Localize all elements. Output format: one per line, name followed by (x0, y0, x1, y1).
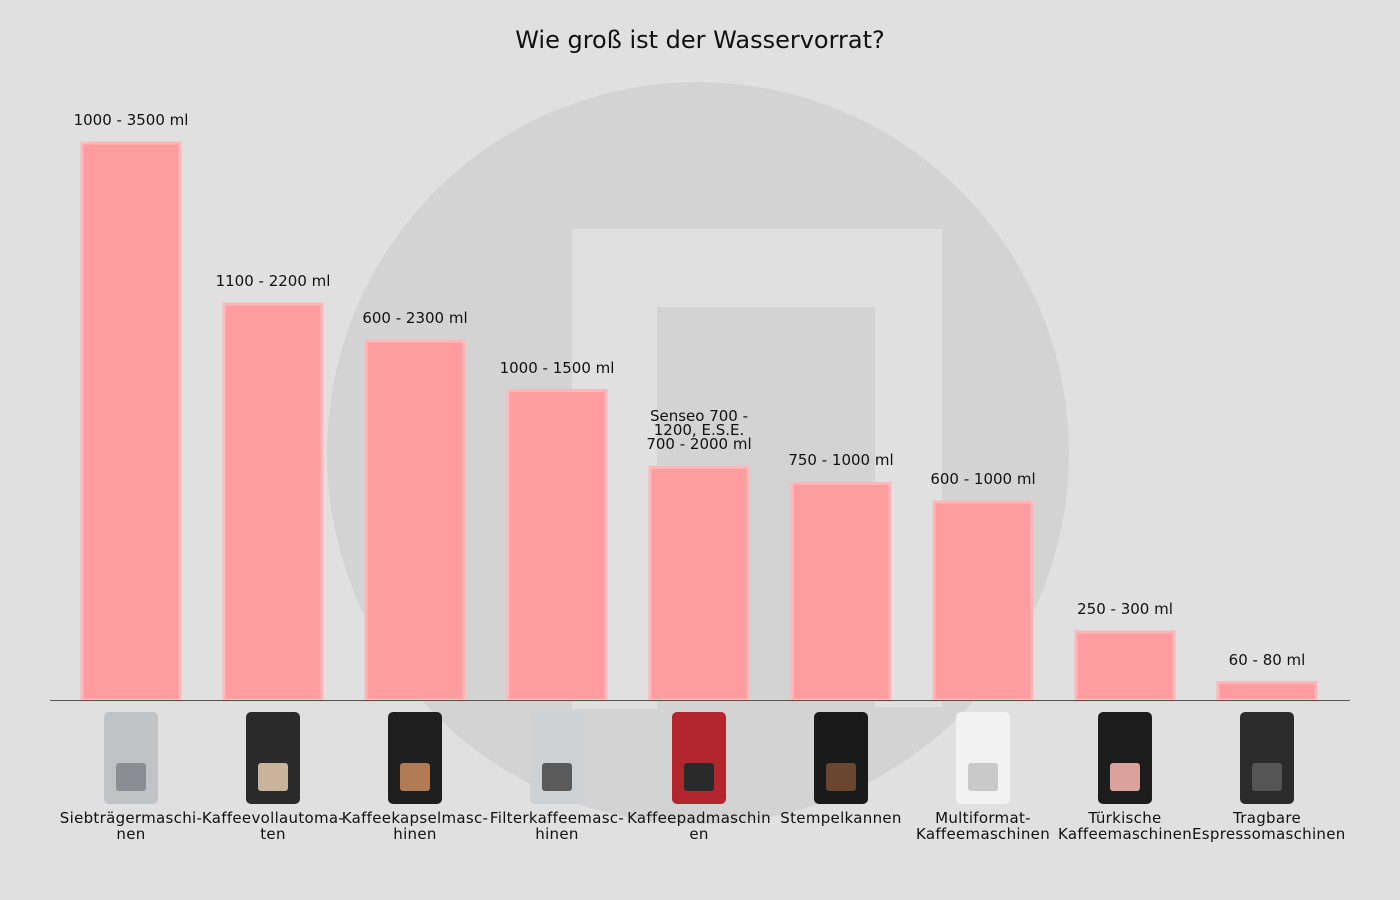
category-label: Türkische Kaffeemaschinen (1050, 810, 1200, 842)
product-image (86, 708, 176, 808)
bar (648, 465, 750, 702)
product-image (654, 708, 744, 808)
category-label: Filterkaffeemasc-hinen (482, 810, 632, 842)
data-label: 60 - 80 ml (1228, 650, 1306, 669)
category-label-line: hinen (535, 825, 579, 843)
category-label-line: Kaffeevollautoma- (201, 809, 345, 827)
product-image (938, 708, 1028, 808)
data-label: Senseo 700 - 1200, E.S.E. 700 - 2000 ml (646, 407, 752, 454)
category-label-line: en (689, 825, 709, 843)
bar (790, 481, 892, 702)
category-label-line: Türkische (1088, 809, 1162, 827)
category-label-line: Kaffeekapselmasc- (341, 809, 489, 827)
category-label-line: Espressomaschinen (1192, 825, 1346, 843)
data-label: 1000 - 3500 ml (73, 111, 189, 129)
category-label-line: Kaffeemaschinen (1057, 825, 1193, 843)
data-label: 1100 - 2200 ml (215, 271, 331, 290)
data-label: 250 - 300 ml (1077, 599, 1173, 618)
bar (364, 339, 466, 702)
bar (1216, 681, 1318, 702)
bar (80, 141, 182, 702)
product-image (228, 708, 318, 808)
product-image (796, 708, 886, 808)
category-label-line: ten (260, 825, 286, 843)
category-label: Stempelkannen (766, 810, 916, 826)
category-label: Kaffeevollautoma-ten (198, 810, 348, 842)
chart-title: Wie groß ist der Wasservorrat? (515, 26, 885, 54)
category-label-line: Kaffeepadmaschin (627, 809, 771, 827)
bar (932, 500, 1034, 702)
category-label-line: Tragbare (1232, 809, 1302, 827)
category-label: Kaffeekapselmasc-hinen (340, 810, 490, 842)
category-label-line: nen (116, 825, 146, 843)
category-label-line: Stempelkannen (780, 809, 902, 827)
category-label-line: Multiformat- (935, 809, 1031, 827)
category-label-line: hinen (393, 825, 437, 843)
category-label: Tragbare Espressomaschinen (1192, 809, 1346, 843)
bar (1074, 630, 1176, 702)
data-label: 600 - 2300 ml (362, 309, 468, 328)
data-label: 1000 - 1500 ml (499, 358, 615, 377)
product-image (1222, 708, 1312, 808)
category-label: Multiformat- Kaffeemaschinen (908, 810, 1058, 842)
data-label: 750 - 1000 ml (788, 451, 894, 470)
product-image (370, 708, 460, 808)
category-label: Kaffeepadmaschin en (624, 810, 774, 842)
category-label-line: Siebträgermaschi- (59, 809, 203, 827)
category-label: Siebträgermaschi-nen (56, 810, 206, 842)
bar (222, 302, 324, 702)
product-image (1080, 708, 1170, 808)
product-image (512, 708, 602, 808)
category-label-line: Filterkaffeemasc- (489, 809, 625, 827)
bar (506, 389, 608, 702)
data-label: 600 - 1000 ml (930, 469, 1036, 488)
category-label-line: Kaffeemaschinen (915, 825, 1051, 843)
